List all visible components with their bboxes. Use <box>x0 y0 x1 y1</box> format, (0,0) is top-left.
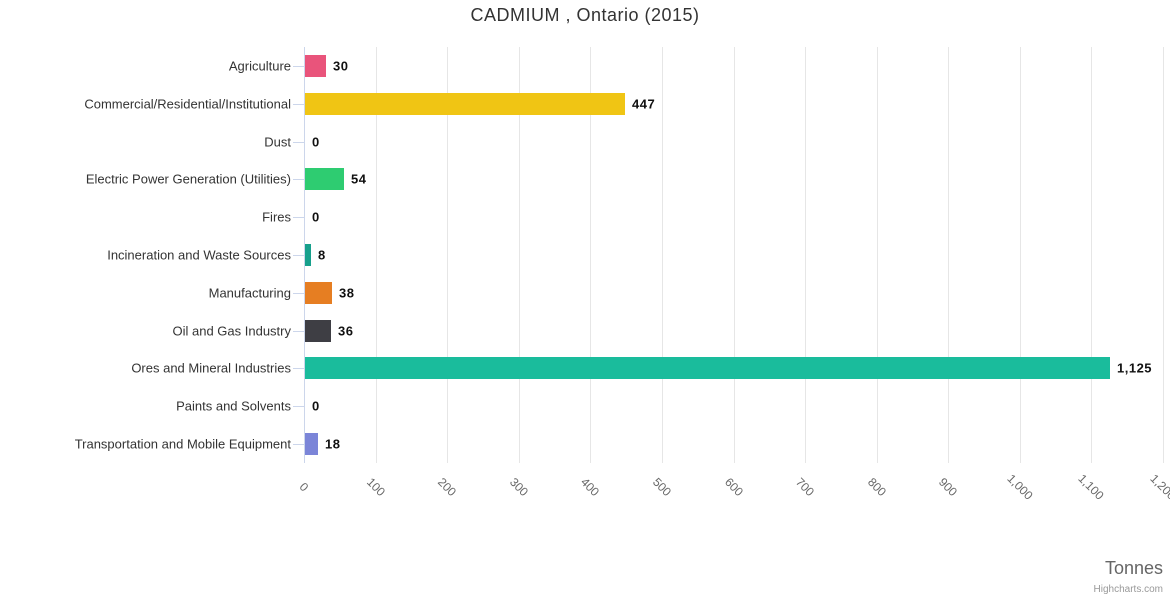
bar[interactable] <box>305 357 1110 379</box>
category-label: Paints and Solvents <box>176 398 291 414</box>
chart-title: CADMIUM , Ontario (2015) <box>470 5 700 25</box>
category-axis-tick <box>293 331 304 332</box>
x-tick-label: 600 <box>721 474 746 500</box>
category-axis-line <box>304 47 305 463</box>
bar[interactable] <box>305 320 331 342</box>
value-label: 1,125 <box>1117 360 1153 376</box>
value-label: 38 <box>339 285 355 301</box>
value-label: 0 <box>312 209 320 225</box>
x-tick-label: 300 <box>506 474 531 500</box>
bar[interactable] <box>305 282 332 304</box>
x-tick-label: 1,100 <box>1075 471 1107 503</box>
category-axis-tick <box>293 217 304 218</box>
value-label: 30 <box>333 58 349 74</box>
x-tick-label: 0 <box>296 479 312 495</box>
gridline <box>661 47 663 463</box>
bar[interactable] <box>305 55 326 77</box>
category-label: Ores and Mineral Industries <box>131 360 291 376</box>
gridline <box>948 47 950 463</box>
gridline <box>375 47 377 463</box>
value-label: 18 <box>325 436 341 452</box>
category-axis-tick <box>293 104 304 105</box>
bar[interactable] <box>305 433 318 455</box>
highcharts-credit[interactable]: Highcharts.com <box>1093 584 1163 595</box>
gridline <box>447 47 449 463</box>
gridline <box>1019 47 1021 463</box>
category-label: Dust <box>264 134 291 150</box>
bar[interactable] <box>305 244 311 266</box>
category-label: Commercial/Residential/Institutional <box>84 96 291 112</box>
category-label: Manufacturing <box>208 285 291 301</box>
category-label: Agriculture <box>228 58 291 74</box>
gridline <box>590 47 592 463</box>
x-tick-label: 500 <box>649 474 674 500</box>
value-label: 36 <box>338 323 354 339</box>
value-label: 54 <box>351 171 367 187</box>
x-tick-label: 400 <box>578 474 603 500</box>
x-axis-title: Tonnes <box>1104 558 1163 578</box>
value-label: 0 <box>312 398 320 414</box>
gridline <box>876 47 878 463</box>
category-label: Electric Power Generation (Utilities) <box>85 171 291 187</box>
x-tick-label: 900 <box>936 474 961 500</box>
x-tick-label: 1,200 <box>1147 471 1170 503</box>
gridline <box>805 47 807 463</box>
bar[interactable] <box>305 93 625 115</box>
x-tick-label: 700 <box>793 474 818 500</box>
category-axis-tick <box>293 293 304 294</box>
value-label: 8 <box>318 247 326 263</box>
category-axis-tick <box>293 444 304 445</box>
category-axis-tick <box>293 255 304 256</box>
x-tick-label: 200 <box>435 474 460 500</box>
gridline <box>1163 47 1164 463</box>
category-axis-tick <box>293 66 304 67</box>
bar[interactable] <box>305 168 344 190</box>
gridline <box>518 47 520 463</box>
x-tick-label: 1,000 <box>1004 471 1036 503</box>
category-label: Fires <box>262 209 291 225</box>
x-tick-label: 100 <box>363 474 388 500</box>
value-label: 447 <box>632 96 656 112</box>
category-label: Incineration and Waste Sources <box>107 247 291 263</box>
value-label: 0 <box>312 134 320 150</box>
category-label: Transportation and Mobile Equipment <box>74 436 291 452</box>
category-axis-tick <box>293 142 304 143</box>
category-axis-tick <box>293 406 304 407</box>
category-label: Oil and Gas Industry <box>172 323 292 339</box>
category-axis-tick <box>293 368 304 369</box>
gridline <box>733 47 735 463</box>
gridline <box>1091 47 1093 463</box>
x-tick-label: 800 <box>864 474 889 500</box>
category-axis-tick <box>293 179 304 180</box>
